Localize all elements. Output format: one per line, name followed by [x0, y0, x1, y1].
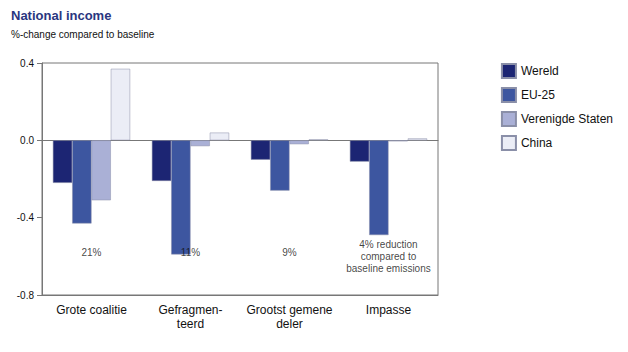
svg-text:21%: 21%: [81, 247, 101, 258]
svg-text:National income: National income: [11, 8, 111, 23]
svg-text:-0.8: -0.8: [17, 290, 35, 301]
svg-text:Verenigde Staten: Verenigde Staten: [521, 112, 613, 126]
svg-text:Grootst gemene: Grootst gemene: [246, 303, 332, 317]
svg-text:EU-25: EU-25: [521, 88, 555, 102]
svg-text:Impasse: Impasse: [366, 303, 412, 317]
svg-text:0.0: 0.0: [20, 135, 34, 146]
svg-text:Gefragmen-: Gefragmen-: [158, 303, 222, 317]
svg-text:11%: 11%: [181, 247, 200, 258]
svg-text:-0.4: -0.4: [17, 212, 35, 223]
svg-text:compared to: compared to: [361, 251, 417, 262]
svg-text:9%: 9%: [282, 247, 297, 258]
svg-text:teerd: teerd: [177, 317, 204, 331]
svg-text:baseline emissions: baseline emissions: [346, 263, 431, 274]
svg-text:%-change compared to baseline: %-change compared to baseline: [11, 29, 155, 40]
svg-text:Wereld: Wereld: [521, 64, 559, 78]
svg-text:China: China: [521, 136, 553, 150]
svg-text:0.4: 0.4: [20, 58, 34, 69]
svg-text:deler: deler: [276, 317, 303, 331]
svg-text:Grote coalitie: Grote coalitie: [56, 303, 127, 317]
svg-text:4% reduction: 4% reduction: [359, 239, 417, 250]
